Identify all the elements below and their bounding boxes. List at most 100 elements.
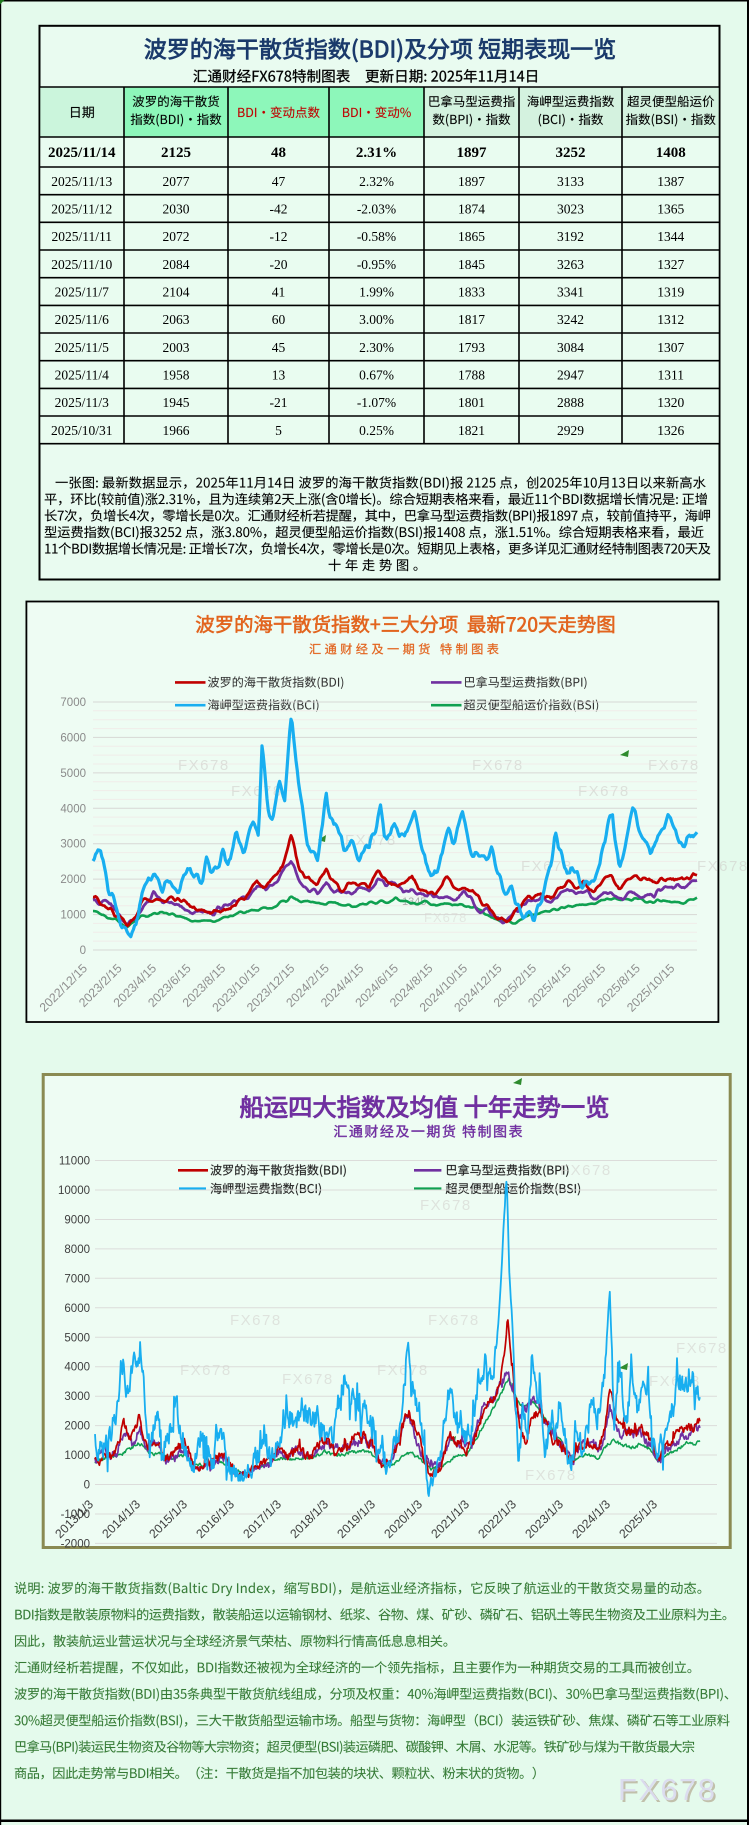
svg-text:3.00%: 3.00%	[359, 312, 394, 327]
svg-text:1311: 1311	[658, 368, 685, 383]
svg-text:3000: 3000	[64, 1391, 90, 1403]
svg-text:FX678: FX678	[676, 1340, 728, 1357]
svg-text:2084: 2084	[163, 257, 190, 272]
svg-text:9000: 9000	[64, 1214, 90, 1226]
svg-text:1319: 1319	[657, 285, 684, 300]
svg-text:2104: 2104	[163, 285, 190, 300]
svg-text:7000: 7000	[60, 697, 86, 709]
svg-text:FX678: FX678	[420, 1197, 472, 1214]
svg-text:2125: 2125	[161, 145, 191, 161]
svg-text:10000: 10000	[58, 1185, 90, 1197]
svg-text:3084: 3084	[557, 340, 584, 355]
svg-text:0.67%: 0.67%	[359, 368, 394, 383]
svg-text:-21: -21	[270, 395, 288, 410]
svg-text:1966: 1966	[163, 423, 190, 438]
svg-text:2025/11/5: 2025/11/5	[55, 340, 110, 355]
svg-text:1801: 1801	[458, 395, 485, 410]
svg-text:6000: 6000	[60, 732, 86, 744]
svg-text:2000: 2000	[60, 874, 86, 886]
svg-text:1817: 1817	[458, 312, 485, 327]
svg-text:5000: 5000	[64, 1332, 90, 1344]
svg-text:FX678: FX678	[620, 1774, 718, 1809]
svg-text:FX678: FX678	[424, 910, 467, 925]
svg-text:2025/11/4: 2025/11/4	[55, 368, 110, 383]
svg-text:1312: 1312	[657, 312, 684, 327]
svg-text:60: 60	[272, 312, 286, 327]
svg-text:3252: 3252	[556, 145, 586, 161]
svg-text:1865: 1865	[458, 229, 485, 244]
svg-text:FX678: FX678	[230, 1312, 282, 1329]
svg-text:2025/11/11: 2025/11/11	[52, 229, 113, 244]
svg-text:0: 0	[80, 945, 86, 957]
svg-text:1874: 1874	[458, 202, 485, 217]
svg-text:5000: 5000	[60, 768, 86, 780]
svg-text:-1000: -1000	[61, 1509, 90, 1521]
svg-text:1845: 1845	[458, 257, 485, 272]
svg-text:2025/11/10: 2025/11/10	[51, 257, 112, 272]
svg-text:1307: 1307	[657, 340, 684, 355]
svg-text:1945: 1945	[163, 395, 190, 410]
svg-text:FX678: FX678	[578, 783, 630, 800]
svg-text:7000: 7000	[64, 1273, 90, 1285]
svg-text:1344: 1344	[657, 229, 684, 244]
svg-text:2077: 2077	[163, 174, 190, 189]
svg-text:-2.03%: -2.03%	[357, 202, 396, 217]
svg-text:4000: 4000	[60, 803, 86, 815]
svg-text:11000: 11000	[59, 1156, 90, 1168]
svg-text:2025/11/14: 2025/11/14	[48, 145, 116, 161]
svg-text:FX678: FX678	[472, 757, 524, 774]
svg-text:1000: 1000	[60, 910, 86, 922]
svg-text:0.25%: 0.25%	[359, 423, 394, 438]
svg-text:45: 45	[272, 340, 286, 355]
svg-text:1788: 1788	[458, 368, 485, 383]
svg-text:FX678: FX678	[618, 1772, 716, 1807]
svg-text:1408: 1408	[656, 145, 686, 161]
svg-text:2025/10/31: 2025/10/31	[51, 423, 113, 438]
svg-text:2.31%: 2.31%	[356, 145, 397, 161]
svg-text:0: 0	[84, 1480, 90, 1492]
svg-text:FX678: FX678	[428, 1312, 480, 1329]
svg-text:1958: 1958	[163, 368, 190, 383]
svg-text:1.99%: 1.99%	[359, 285, 394, 300]
svg-text:41: 41	[272, 285, 286, 300]
svg-text:FX678: FX678	[231, 783, 283, 800]
svg-text:3133: 3133	[557, 174, 584, 189]
svg-text:2025/11/6: 2025/11/6	[55, 312, 110, 327]
svg-text:2947: 2947	[557, 368, 584, 383]
svg-text:13: 13	[272, 368, 286, 383]
svg-text:FX678: FX678	[521, 858, 573, 875]
svg-text:8000: 8000	[64, 1244, 90, 1256]
svg-text:2063: 2063	[163, 312, 190, 327]
svg-text:1897: 1897	[457, 145, 488, 161]
svg-text:1327: 1327	[657, 257, 684, 272]
svg-text:1326: 1326	[657, 423, 684, 438]
svg-text:2072: 2072	[163, 229, 190, 244]
svg-text:2025/11/7: 2025/11/7	[55, 285, 110, 300]
svg-text:-12: -12	[270, 229, 288, 244]
svg-text:2025/11/3: 2025/11/3	[55, 395, 110, 410]
svg-text:1320: 1320	[657, 395, 684, 410]
svg-text:1793: 1793	[458, 340, 485, 355]
svg-text:1387: 1387	[657, 174, 684, 189]
svg-text:FX678: FX678	[525, 1467, 577, 1484]
svg-text:6000: 6000	[64, 1303, 90, 1315]
svg-text:4000: 4000	[64, 1362, 90, 1374]
svg-text:FX678: FX678	[180, 1362, 232, 1379]
svg-text:47: 47	[272, 174, 286, 189]
svg-text:3023: 3023	[557, 202, 584, 217]
svg-text:5: 5	[275, 423, 282, 438]
svg-text:FX678: FX678	[560, 1162, 612, 1179]
svg-text:2025/11/13: 2025/11/13	[51, 174, 112, 189]
svg-text:FX678: FX678	[282, 1371, 334, 1388]
svg-text:1897: 1897	[458, 174, 485, 189]
svg-text:1833: 1833	[458, 285, 485, 300]
svg-text:3000: 3000	[60, 839, 86, 851]
svg-text:2.32%: 2.32%	[359, 174, 394, 189]
svg-text:2888: 2888	[557, 395, 584, 410]
svg-text:2025/11/12: 2025/11/12	[51, 202, 112, 217]
svg-text:1000: 1000	[64, 1450, 90, 1462]
svg-text:-20: -20	[270, 257, 288, 272]
svg-text:-2000: -2000	[61, 1538, 90, 1550]
svg-text:2929: 2929	[557, 423, 584, 438]
svg-text:48: 48	[271, 145, 286, 161]
